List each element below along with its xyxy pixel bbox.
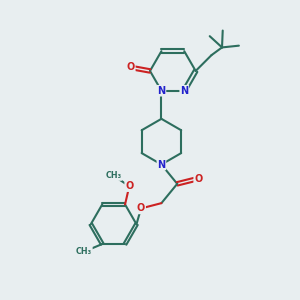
Text: O: O xyxy=(194,174,202,184)
Text: N: N xyxy=(180,86,188,96)
Text: O: O xyxy=(125,181,134,191)
Text: CH₃: CH₃ xyxy=(105,171,122,180)
Text: N: N xyxy=(158,86,166,96)
Text: N: N xyxy=(158,160,166,170)
Text: CH₃: CH₃ xyxy=(76,247,92,256)
Text: O: O xyxy=(127,62,135,72)
Text: O: O xyxy=(137,203,145,213)
